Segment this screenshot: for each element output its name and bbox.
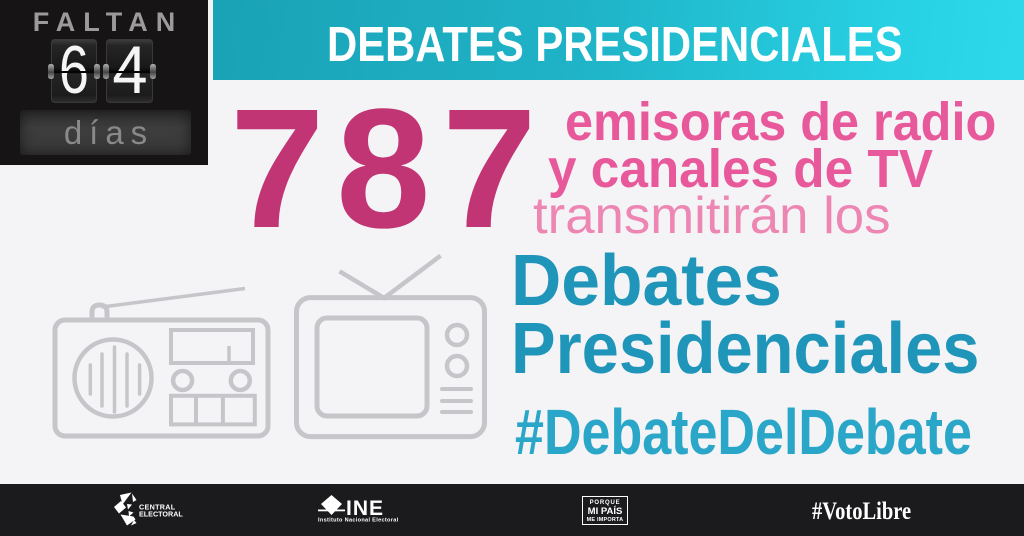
svg-text:INE: INE — [346, 497, 384, 520]
svg-text:CENTRAL: CENTRAL — [139, 503, 176, 512]
svg-text:Instituto Nacional Electoral: Instituto Nacional Electoral — [318, 518, 399, 524]
svg-text:ELECTORAL: ELECTORAL — [139, 510, 183, 519]
